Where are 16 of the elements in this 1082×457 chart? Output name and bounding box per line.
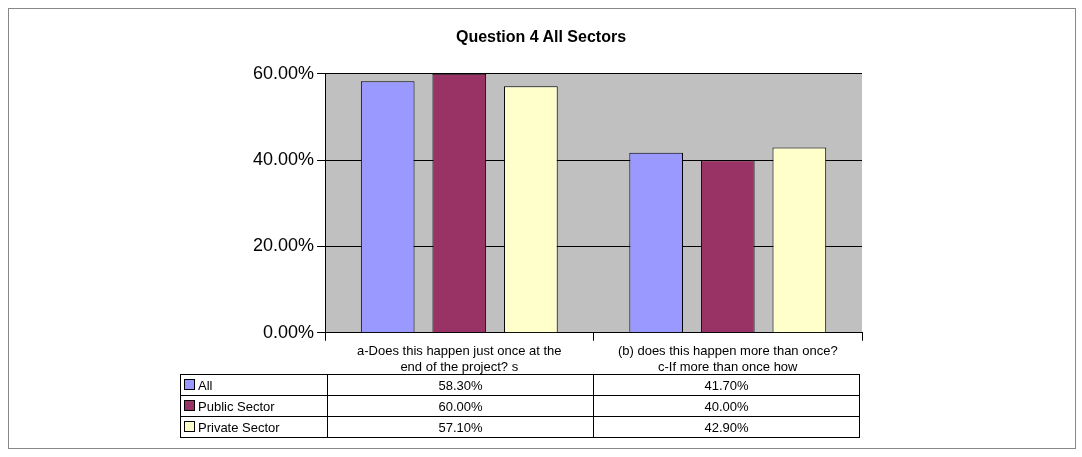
- data-label: 60.00%: [327, 395, 594, 417]
- x-tick-label: (b) does this happen more than once? c-If more than once how: [617, 343, 838, 374]
- legend-label: Public Sector: [180, 395, 328, 417]
- y-tick-label: 40.00%: [252, 149, 315, 170]
- y-tick-label: 20.00%: [252, 235, 315, 256]
- x-tick-label: a-Does this happen just once at the end of the project? s: [357, 343, 562, 374]
- chart-title: Question 4 All Sectors: [454, 28, 628, 46]
- legend-label: All: [180, 374, 328, 396]
- data-label: 40.00%: [593, 395, 860, 417]
- y-tick-label: 60.00%: [252, 62, 315, 83]
- data-label: 57.10%: [327, 416, 594, 438]
- data-label: 58.30%: [327, 374, 594, 396]
- data-label: 41.70%: [593, 374, 860, 396]
- y-tick-label: 0.00%: [263, 321, 315, 342]
- legend-label: Private Sector: [180, 416, 328, 438]
- data-label: 42.90%: [593, 416, 860, 438]
